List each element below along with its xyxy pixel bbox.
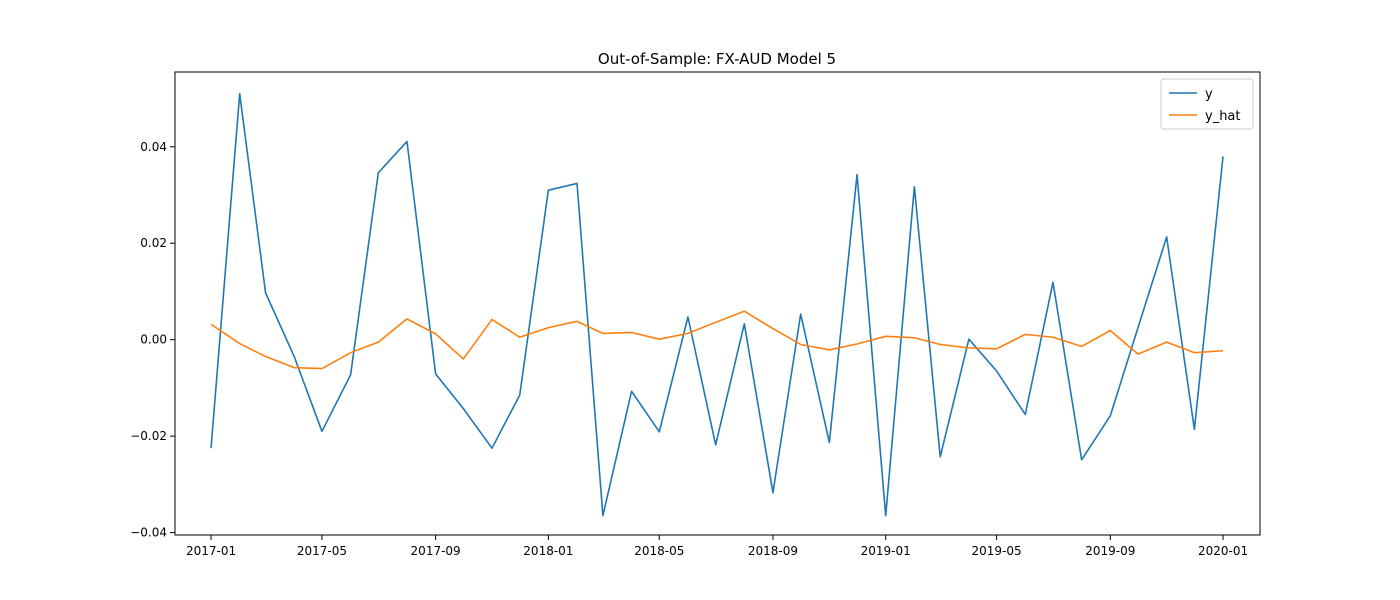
y-tick-label: 0.04	[140, 140, 167, 154]
x-tick-label: 2018-05	[634, 544, 684, 558]
series-line-y	[210, 92, 1224, 517]
x-tick-label: 2018-01	[523, 544, 573, 558]
x-axis: 2017-01 2017-05 2017-09 2018-01 2018-05 2018-…	[186, 535, 1248, 558]
x-tick-label: 2019-09	[1085, 544, 1135, 558]
legend: y y_hat	[1160, 78, 1254, 130]
legend-label-y: y	[1205, 87, 1213, 102]
series-layer	[210, 92, 1224, 517]
x-tick-label: 2018-09	[748, 544, 798, 558]
y-tick-label: −0.04	[130, 526, 167, 540]
x-tick-label: 2017-09	[411, 544, 461, 558]
x-tick-label: 2020-01	[1198, 544, 1248, 558]
y-tick-label: 0.02	[140, 236, 167, 250]
legend-label-y_hat: y_hat	[1205, 109, 1241, 124]
y-tick-label: −0.02	[130, 429, 167, 443]
x-tick-label: 2019-05	[972, 544, 1022, 558]
plot-area	[175, 72, 1260, 535]
legend-box	[1160, 78, 1254, 130]
y-axis: −0.04 −0.02 0.00 0.02 0.04	[130, 140, 175, 540]
plot-frame	[174, 71, 1261, 536]
x-tick-label: 2019-01	[861, 544, 911, 558]
series-line-y_hat	[210, 310, 1224, 370]
x-tick-label: 2017-01	[186, 544, 236, 558]
y-tick-label: 0.00	[140, 333, 167, 347]
x-tick-label: 2017-05	[297, 544, 347, 558]
chart-title: Out-of-Sample: FX-AUD Model 5	[598, 50, 836, 68]
